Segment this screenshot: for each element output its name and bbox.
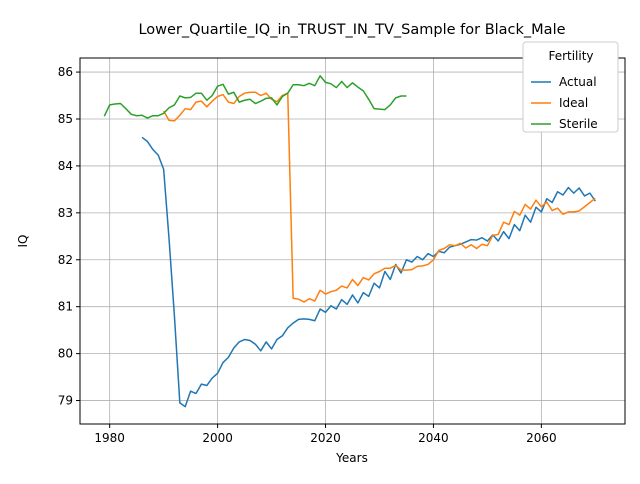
x-tick-label: 2040 [418, 431, 449, 445]
y-tick-label: 84 [58, 159, 73, 173]
x-tick-label: 2000 [202, 431, 233, 445]
series-line-actual [141, 136, 596, 408]
legend-box [522, 41, 619, 133]
y-axis-label: IQ [16, 235, 30, 248]
x-axis-ticks: 1980 2000 2020 2040 2060 [94, 424, 557, 445]
plot-lines [103, 75, 596, 408]
y-tick-label: 86 [58, 65, 73, 79]
legend-title: Fertility [548, 49, 593, 63]
y-axis-ticks: 79 80 81 82 83 84 85 86 [58, 65, 80, 408]
legend-label-ideal: Ideal [559, 96, 588, 110]
plot-frame [79, 57, 626, 425]
x-tick-label: 2060 [526, 431, 557, 445]
chart-title: Lower_Quartile_IQ_in_TRUST_IN_TV_Sample … [138, 22, 565, 38]
legend-label-actual: Actual [559, 75, 597, 89]
y-tick-label: 81 [58, 300, 73, 314]
x-tick-label: 1980 [94, 431, 125, 445]
series-line-sterile [103, 75, 407, 119]
x-axis-label: Years [335, 451, 368, 465]
legend: Fertility Actual Ideal Sterile [522, 41, 619, 133]
y-tick-label: 79 [58, 394, 73, 408]
y-tick-label: 82 [58, 253, 73, 267]
series-line-ideal [162, 91, 596, 303]
y-tick-label: 80 [58, 347, 73, 361]
y-tick-label: 83 [58, 206, 73, 220]
x-tick-label: 2020 [310, 431, 341, 445]
legend-label-sterile: Sterile [559, 117, 598, 131]
y-tick-label: 85 [58, 112, 73, 126]
